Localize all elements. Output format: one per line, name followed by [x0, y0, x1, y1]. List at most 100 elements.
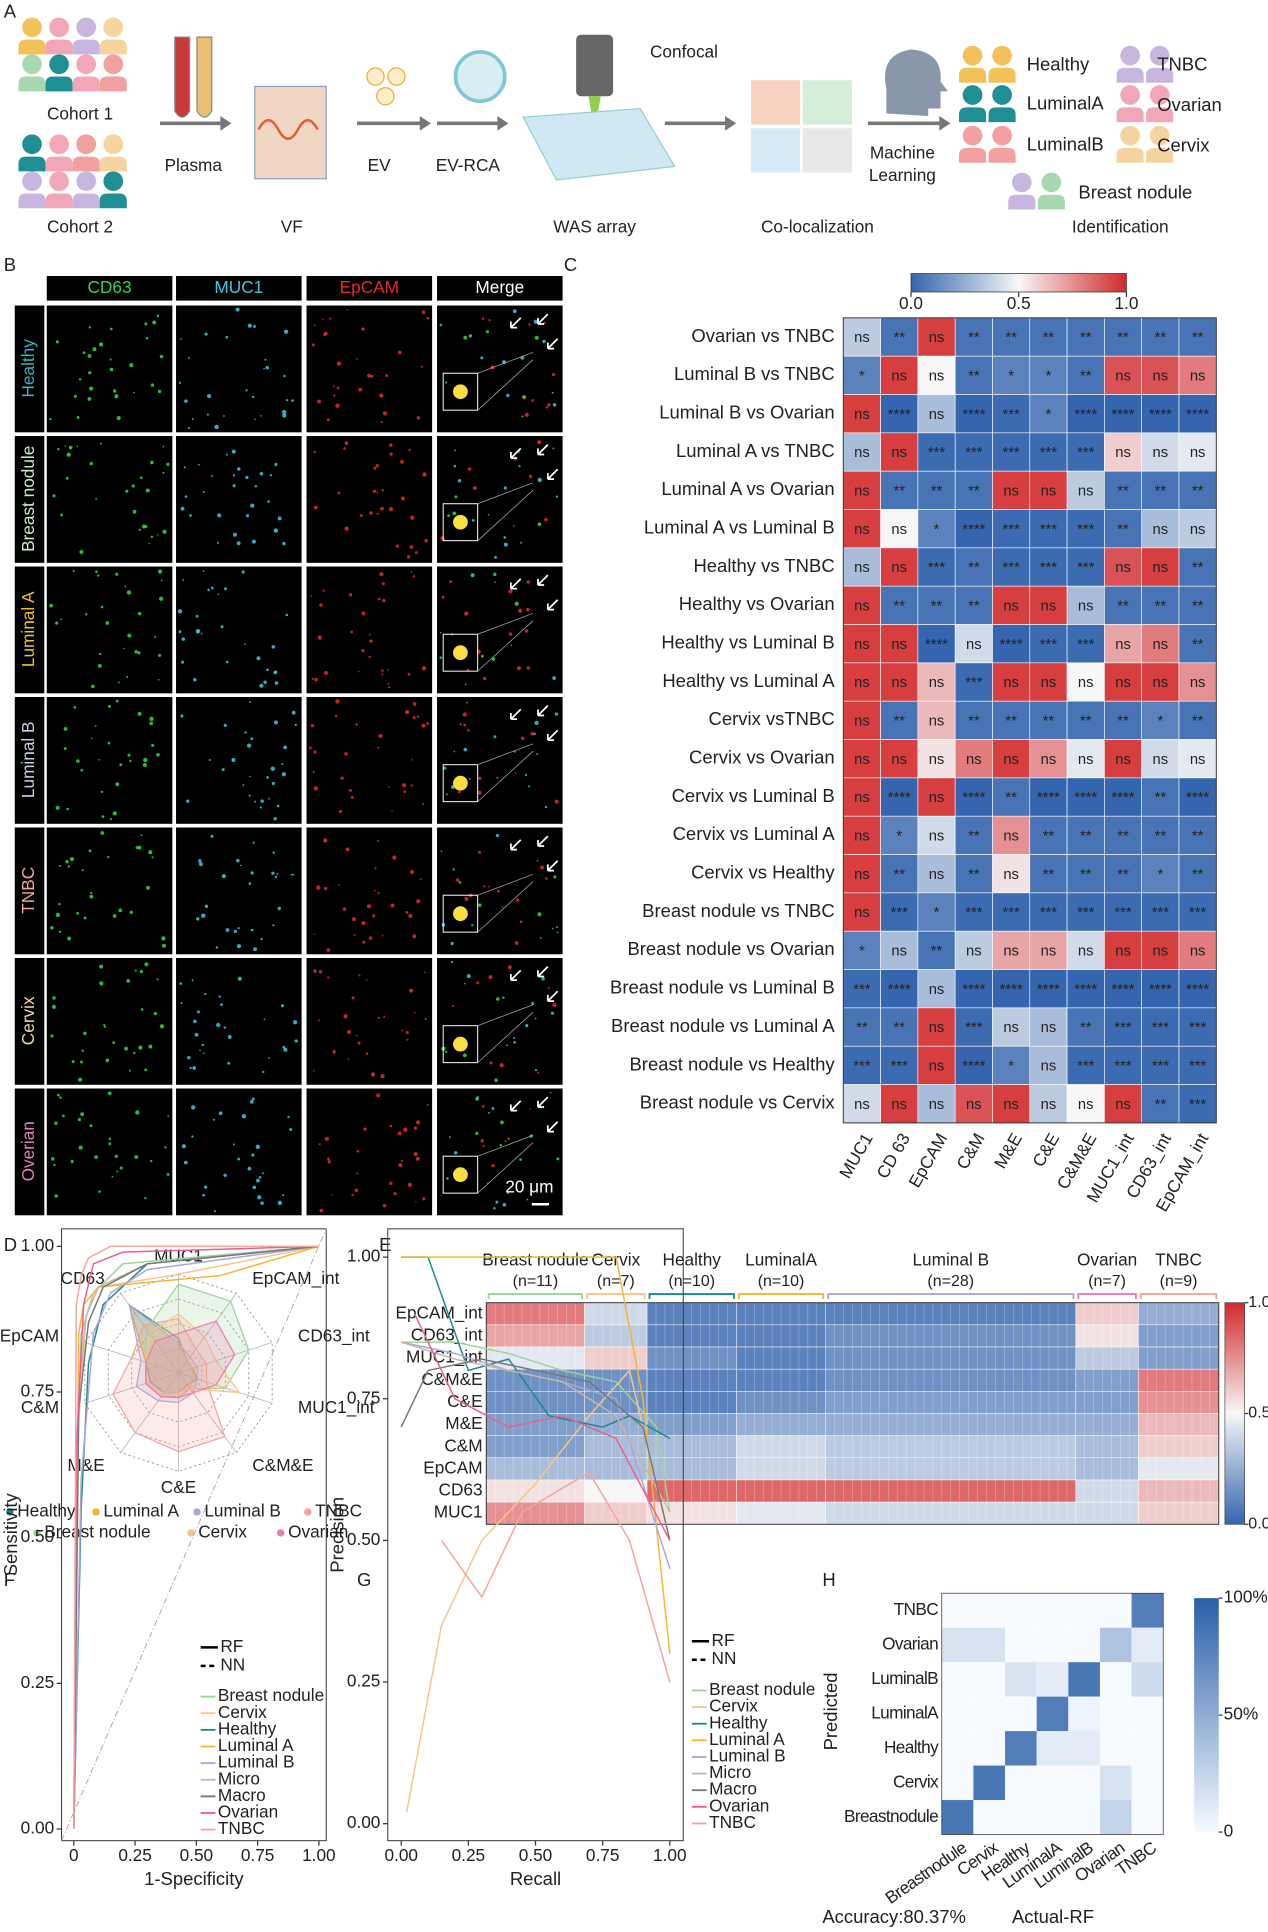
heatmap-cell — [917, 700, 956, 740]
heatmap-cell — [880, 854, 919, 894]
heatmap-cell — [584, 1302, 648, 1326]
person-icon — [992, 125, 1012, 146]
fluorescent-dot — [180, 660, 185, 664]
group-bracket — [737, 1293, 825, 1300]
fluorescent-dot — [124, 1046, 129, 1051]
confusion-cell — [1005, 1627, 1037, 1663]
person-icon — [992, 85, 1012, 105]
fluorescent-dot — [89, 894, 94, 899]
heatmap-cell — [1178, 930, 1217, 970]
fluorescent-dot — [224, 587, 227, 591]
fluorescent-dot — [144, 322, 148, 326]
fluorescent-dot — [276, 804, 280, 808]
row-label: Healthy vs Luminal B — [661, 632, 834, 653]
heatmap-cell — [842, 662, 881, 702]
zoom-line — [477, 743, 534, 766]
heatmap-cell — [992, 509, 1031, 549]
fluorescent-dot — [508, 632, 513, 636]
fluorescent-dot — [233, 929, 237, 933]
fluorescent-dot — [412, 575, 415, 578]
significance-label: ns — [891, 522, 907, 538]
fluorescent-dot — [177, 609, 183, 614]
heatmap-cell — [1141, 930, 1180, 970]
label: Machine — [870, 143, 935, 163]
confusion-cell — [1099, 1696, 1132, 1732]
fluorescent-dot — [282, 413, 287, 418]
curve — [73, 1245, 319, 1830]
significance-label: ** — [1117, 598, 1129, 614]
significance-label: **** — [1037, 790, 1060, 806]
fluorescent-dot — [137, 611, 142, 616]
fluorescent-dot — [282, 1045, 286, 1049]
heatmap-cell — [1141, 815, 1180, 855]
significance-label: ns — [1041, 483, 1057, 499]
fluorescent-dot — [317, 399, 322, 404]
fluorescent-dot — [51, 1157, 55, 1161]
heatmap-cell — [1178, 547, 1217, 587]
fluorescent-dot — [344, 441, 349, 445]
fluorescent-dot — [232, 1143, 235, 1146]
fluorescent-dot — [88, 326, 91, 329]
significance-label: ns — [854, 867, 870, 883]
fluorescent-dot — [408, 448, 411, 452]
confusion-cell — [1036, 1593, 1069, 1628]
radar-axis — [84, 1372, 179, 1404]
fluorescent-dot — [162, 529, 167, 534]
significance-label: ** — [1043, 714, 1055, 730]
heatmap-cell — [917, 1084, 956, 1124]
fluorescent-dot — [115, 782, 120, 787]
fluorescent-dot — [273, 817, 277, 821]
fluorescent-dot — [272, 851, 275, 854]
heatmap-cell — [992, 662, 1031, 702]
significance-label: ** — [1117, 522, 1129, 538]
fluorescent-dot — [526, 1198, 529, 1201]
channel-header — [176, 275, 302, 301]
fluorescent-dot — [119, 763, 123, 767]
group-label: LuminalA — [745, 1249, 817, 1269]
fluorescent-dot — [356, 358, 358, 360]
fluorescent-dot — [202, 570, 205, 572]
person-icon — [49, 17, 69, 38]
fluorescent-dot — [382, 599, 386, 603]
fluorescent-dot — [400, 1159, 403, 1163]
significance-label: ** — [1192, 637, 1204, 653]
fluorescent-dot — [324, 886, 328, 891]
significance-label: *** — [1077, 445, 1094, 461]
fluorescent-dot — [247, 1166, 252, 1171]
fluorescent-dot — [537, 912, 542, 917]
colorbar-label: 1.0 — [1114, 293, 1138, 313]
fluorescent-dot — [227, 1061, 231, 1065]
significance-label: ** — [1117, 867, 1129, 883]
fluorescent-dot — [223, 1173, 227, 1178]
fluorescent-dot — [547, 403, 551, 407]
fluorescent-dot — [268, 1057, 270, 1059]
channel-label: CD63 — [88, 277, 132, 297]
fluorescent-dot — [291, 710, 296, 715]
confusion-cell — [973, 1627, 1006, 1663]
fluorescent-dot — [471, 518, 475, 522]
person-icon — [72, 193, 100, 209]
person-icon — [1008, 194, 1036, 210]
fluorescent-dot — [259, 683, 264, 688]
colorbar-label: 0.0 — [899, 293, 923, 313]
legend-label: Luminal A — [218, 1735, 294, 1755]
fluorescent-dot — [254, 418, 256, 421]
person-icon — [45, 39, 73, 55]
heatmap-cell — [1104, 662, 1143, 702]
fluorescent-dot — [277, 906, 281, 911]
curve — [400, 1358, 671, 1541]
fluorescent-dot — [327, 1160, 331, 1164]
fluorescent-dot — [382, 1203, 387, 1208]
fluorescent-dot — [68, 445, 73, 450]
fluorescent-dot — [502, 996, 505, 999]
fluorescent-dot — [475, 1096, 479, 1101]
heatmap-cell — [1066, 317, 1105, 357]
legend-label: Macro — [709, 1779, 757, 1799]
legend-marker — [187, 1529, 195, 1537]
y-tick-label: 0.00 — [21, 1818, 55, 1838]
fluorescent-dot — [49, 418, 52, 421]
panel-letter: D — [4, 1234, 17, 1255]
row-label: Cervix vsTNBC — [709, 708, 835, 729]
fluorescent-dot — [504, 1140, 507, 1143]
heatmap-cell — [1075, 1324, 1139, 1348]
